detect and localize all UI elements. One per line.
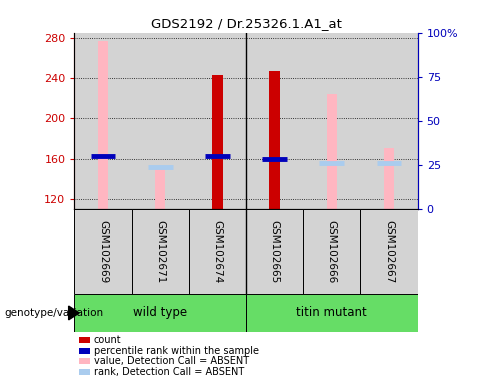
- Bar: [74, 209, 132, 294]
- Text: GSM102671: GSM102671: [155, 220, 165, 283]
- Title: GDS2192 / Dr.25326.1.A1_at: GDS2192 / Dr.25326.1.A1_at: [151, 17, 341, 30]
- Bar: [189, 33, 246, 209]
- Bar: [303, 209, 360, 294]
- Bar: [132, 209, 189, 294]
- Bar: [189, 209, 246, 294]
- Bar: [132, 33, 189, 209]
- Text: GSM102667: GSM102667: [384, 220, 394, 283]
- Bar: [246, 209, 303, 294]
- Text: wild type: wild type: [133, 306, 187, 319]
- Bar: [384, 148, 394, 209]
- Text: rank, Detection Call = ABSENT: rank, Detection Call = ABSENT: [94, 367, 244, 377]
- Text: GSM102674: GSM102674: [212, 220, 222, 283]
- Text: value, Detection Call = ABSENT: value, Detection Call = ABSENT: [94, 356, 249, 366]
- Bar: [360, 33, 418, 209]
- Bar: [246, 294, 418, 332]
- Text: count: count: [94, 335, 121, 345]
- Bar: [155, 167, 165, 209]
- Bar: [303, 33, 360, 209]
- Bar: [360, 209, 418, 294]
- Text: titin mutant: titin mutant: [297, 306, 367, 319]
- Bar: [246, 33, 303, 209]
- Bar: [212, 75, 223, 209]
- Bar: [327, 94, 337, 209]
- Text: GSM102666: GSM102666: [327, 220, 337, 283]
- Text: GSM102669: GSM102669: [98, 220, 108, 283]
- Polygon shape: [69, 306, 79, 320]
- Text: GSM102665: GSM102665: [270, 220, 279, 283]
- Bar: [74, 294, 246, 332]
- Text: genotype/variation: genotype/variation: [5, 308, 104, 318]
- Bar: [98, 41, 108, 209]
- Text: percentile rank within the sample: percentile rank within the sample: [94, 346, 259, 356]
- Bar: [269, 71, 280, 209]
- Bar: [74, 33, 132, 209]
